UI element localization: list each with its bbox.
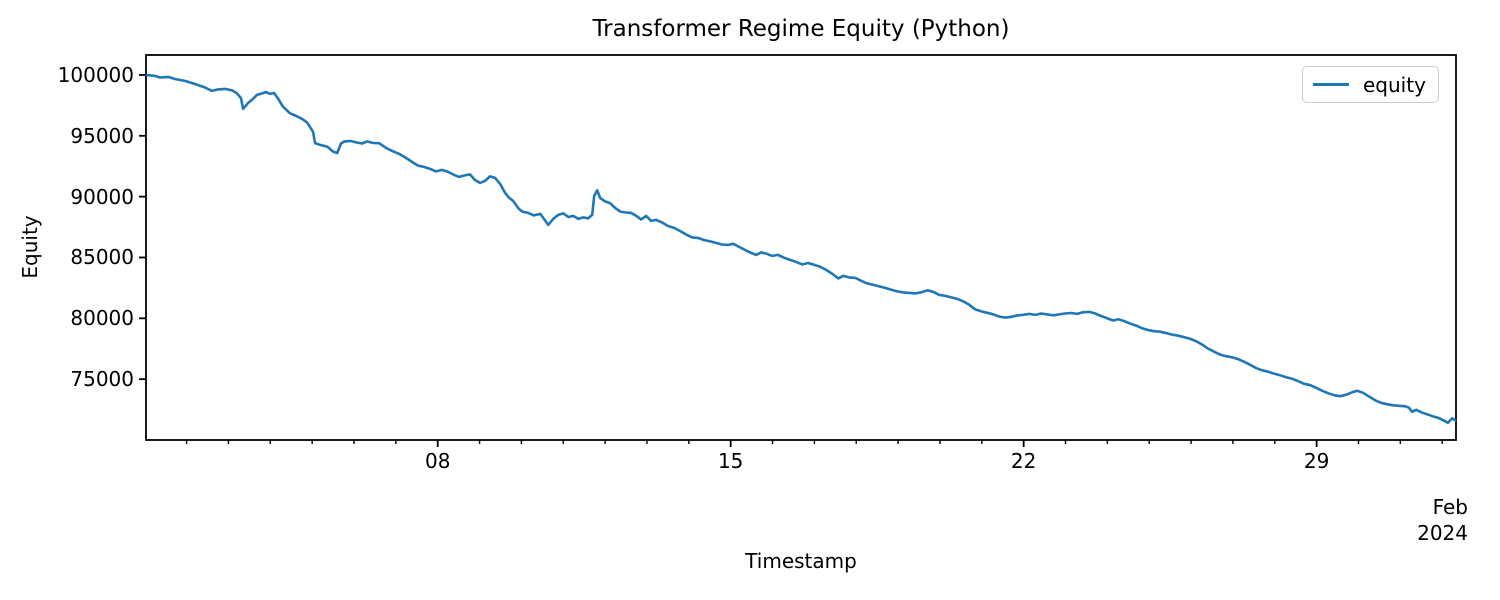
offset-month: Feb — [1432, 495, 1468, 519]
y-tick-label-90000: 90000 — [70, 184, 134, 209]
y-tick-label-85000: 85000 — [70, 245, 134, 270]
x-axis-offset-label: Feb 2024 — [1417, 494, 1468, 546]
y-tick-label-100000: 100000 — [57, 62, 134, 87]
y-tick-label-75000: 75000 — [70, 367, 134, 392]
y-axis-label: Equity — [18, 215, 42, 279]
offset-year: 2024 — [1417, 521, 1468, 545]
legend: equity — [1302, 66, 1439, 103]
y-tick-label-95000: 95000 — [70, 123, 134, 148]
axes-spines — [145, 54, 1457, 441]
x-tick-label-22: 22 — [1010, 449, 1037, 473]
legend-line-swatch — [1313, 83, 1349, 86]
equity-line — [145, 73, 1457, 425]
x-axis-label: Timestamp — [745, 549, 857, 573]
x-tick-label-15: 15 — [717, 449, 744, 473]
legend-entry-label: equity — [1363, 72, 1426, 97]
chart-title: Transformer Regime Equity (Python) — [592, 16, 1010, 42]
y-tick-label-80000: 80000 — [70, 306, 134, 331]
x-tick-label-29: 29 — [1303, 449, 1330, 473]
x-tick-label-08: 08 — [424, 449, 451, 473]
